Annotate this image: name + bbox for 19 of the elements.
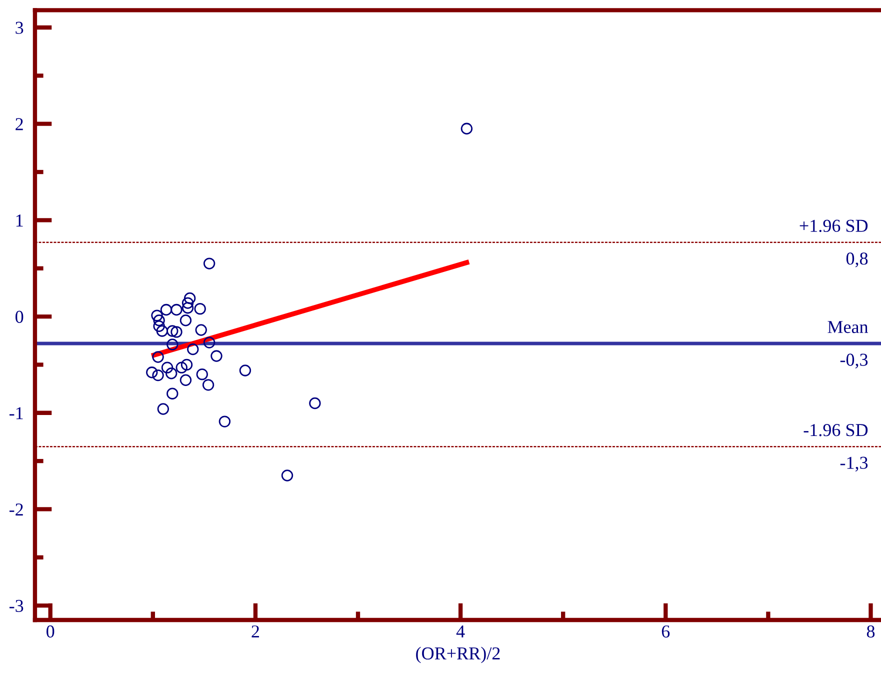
annotation: -0,3 bbox=[840, 354, 868, 368]
y-tick-label: -3 bbox=[9, 600, 24, 612]
ref-line-label: Mean bbox=[828, 321, 868, 334]
y-tick-label: -2 bbox=[9, 504, 23, 516]
y-tick-label: 1 bbox=[16, 214, 23, 226]
annotation: -1,3 bbox=[840, 456, 868, 472]
y-tick-label: -1 bbox=[9, 407, 23, 420]
x-tick-label: 6 bbox=[662, 625, 670, 638]
y-tick-label: 3 bbox=[16, 22, 24, 34]
x-tick-label: 0 bbox=[46, 625, 54, 638]
y-tick-label: 0 bbox=[16, 310, 24, 323]
x-tick-label: 2 bbox=[252, 625, 259, 638]
x-tick-label: 4 bbox=[456, 626, 465, 638]
y-tick-label: 2 bbox=[16, 118, 23, 130]
annotation: 0,8 bbox=[846, 252, 868, 268]
x-axis-title: (OR+RR)/2 bbox=[416, 646, 500, 664]
x-tick-label: 8 bbox=[866, 625, 875, 638]
ref-line-label: -1.96 SD bbox=[804, 424, 868, 436]
ref-line-label: +1.96 SD bbox=[800, 220, 868, 232]
